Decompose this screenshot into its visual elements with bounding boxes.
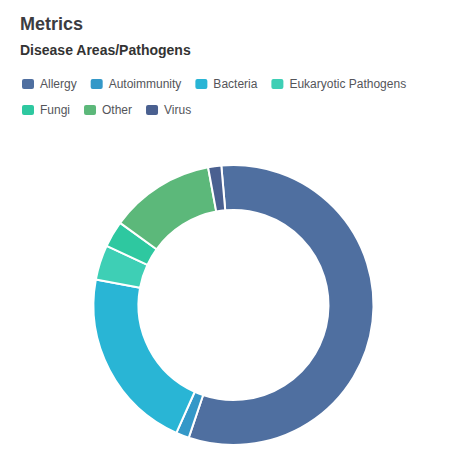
svg-text:Autoimmunity: Autoimmunity xyxy=(109,77,182,91)
svg-text:Virus: Virus xyxy=(164,103,191,117)
svg-text:Disease Areas/Pathogens: Disease Areas/Pathogens xyxy=(20,42,191,58)
svg-text:Metrics: Metrics xyxy=(20,14,83,34)
svg-text:Fungi: Fungi xyxy=(40,103,70,117)
svg-text:Bacteria: Bacteria xyxy=(213,77,257,91)
svg-text:Other: Other xyxy=(102,103,132,117)
svg-text:Allergy: Allergy xyxy=(40,77,77,91)
svg-text:Eukaryotic Pathogens: Eukaryotic Pathogens xyxy=(289,77,406,91)
